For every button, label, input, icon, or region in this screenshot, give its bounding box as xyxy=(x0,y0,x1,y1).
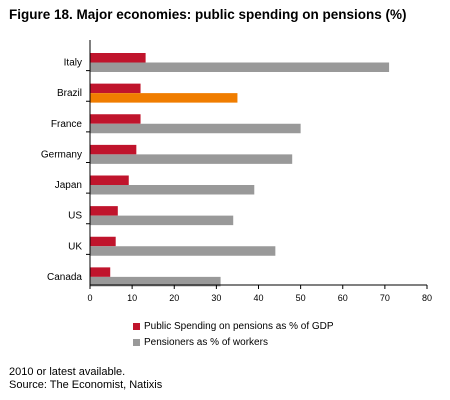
category-label-france: France xyxy=(51,119,83,130)
chart-source: Source: The Economist, Natixis xyxy=(9,379,163,391)
bar-canada-series-0 xyxy=(90,267,111,277)
x-tick-label-80: 80 xyxy=(422,293,432,303)
chart-note: 2010 or latest available. xyxy=(9,366,126,378)
x-tick-label-70: 70 xyxy=(380,293,390,303)
x-tick-label-0: 0 xyxy=(87,293,92,303)
bar-france-series-1 xyxy=(90,123,301,134)
x-tick-label-40: 40 xyxy=(253,293,263,303)
bar-uk-series-0 xyxy=(90,236,116,247)
bar-brazil-series-1 xyxy=(90,93,238,103)
chart-title: Figure 18. Major economies: public spend… xyxy=(9,7,407,22)
x-tick-label-20: 20 xyxy=(169,293,179,303)
x-tick-label-10: 10 xyxy=(127,293,137,303)
category-label-japan: Japan xyxy=(55,180,82,191)
category-label-italy: Italy xyxy=(64,58,82,69)
bar-germany-series-1 xyxy=(90,154,293,164)
category-label-us: US xyxy=(68,211,82,222)
axes-group: Italy Brazil France Germany Japan US UK Canada 0… xyxy=(41,40,432,303)
bar-us-series-1 xyxy=(90,215,234,226)
category-label-canada: Canada xyxy=(47,272,82,283)
bar-japan-series-0 xyxy=(90,175,129,185)
bar-italy-series-0 xyxy=(90,53,146,63)
legend-item-pensioners: Pensioners as % of workers xyxy=(133,337,268,348)
legend-label-gdp: Public Spending on pensions as % of GDP xyxy=(144,321,334,332)
x-tick-label-50: 50 xyxy=(296,293,306,303)
legend-item-gdp: Public Spending on pensions as % of GDP xyxy=(133,321,334,332)
bar-italy-series-1 xyxy=(90,62,390,72)
legend-label-pensioners: Pensioners as % of workers xyxy=(144,337,268,348)
legend-swatch-gdp xyxy=(133,323,140,330)
legend-swatch-pensioners xyxy=(133,339,140,346)
x-tick-label-30: 30 xyxy=(211,293,221,303)
bar-japan-series-1 xyxy=(90,185,255,195)
category-label-germany: Germany xyxy=(41,149,82,160)
bar-brazil-series-0 xyxy=(90,83,141,94)
x-tick-label-60: 60 xyxy=(338,293,348,303)
bar-us-series-0 xyxy=(90,206,118,216)
bar-france-series-0 xyxy=(90,114,141,124)
category-label-brazil: Brazil xyxy=(57,88,82,99)
bar-uk-series-1 xyxy=(90,246,276,256)
bar-canada-series-1 xyxy=(90,276,221,287)
bars-group xyxy=(90,53,390,287)
bar-germany-series-0 xyxy=(90,144,137,155)
category-label-uk: UK xyxy=(68,241,82,252)
